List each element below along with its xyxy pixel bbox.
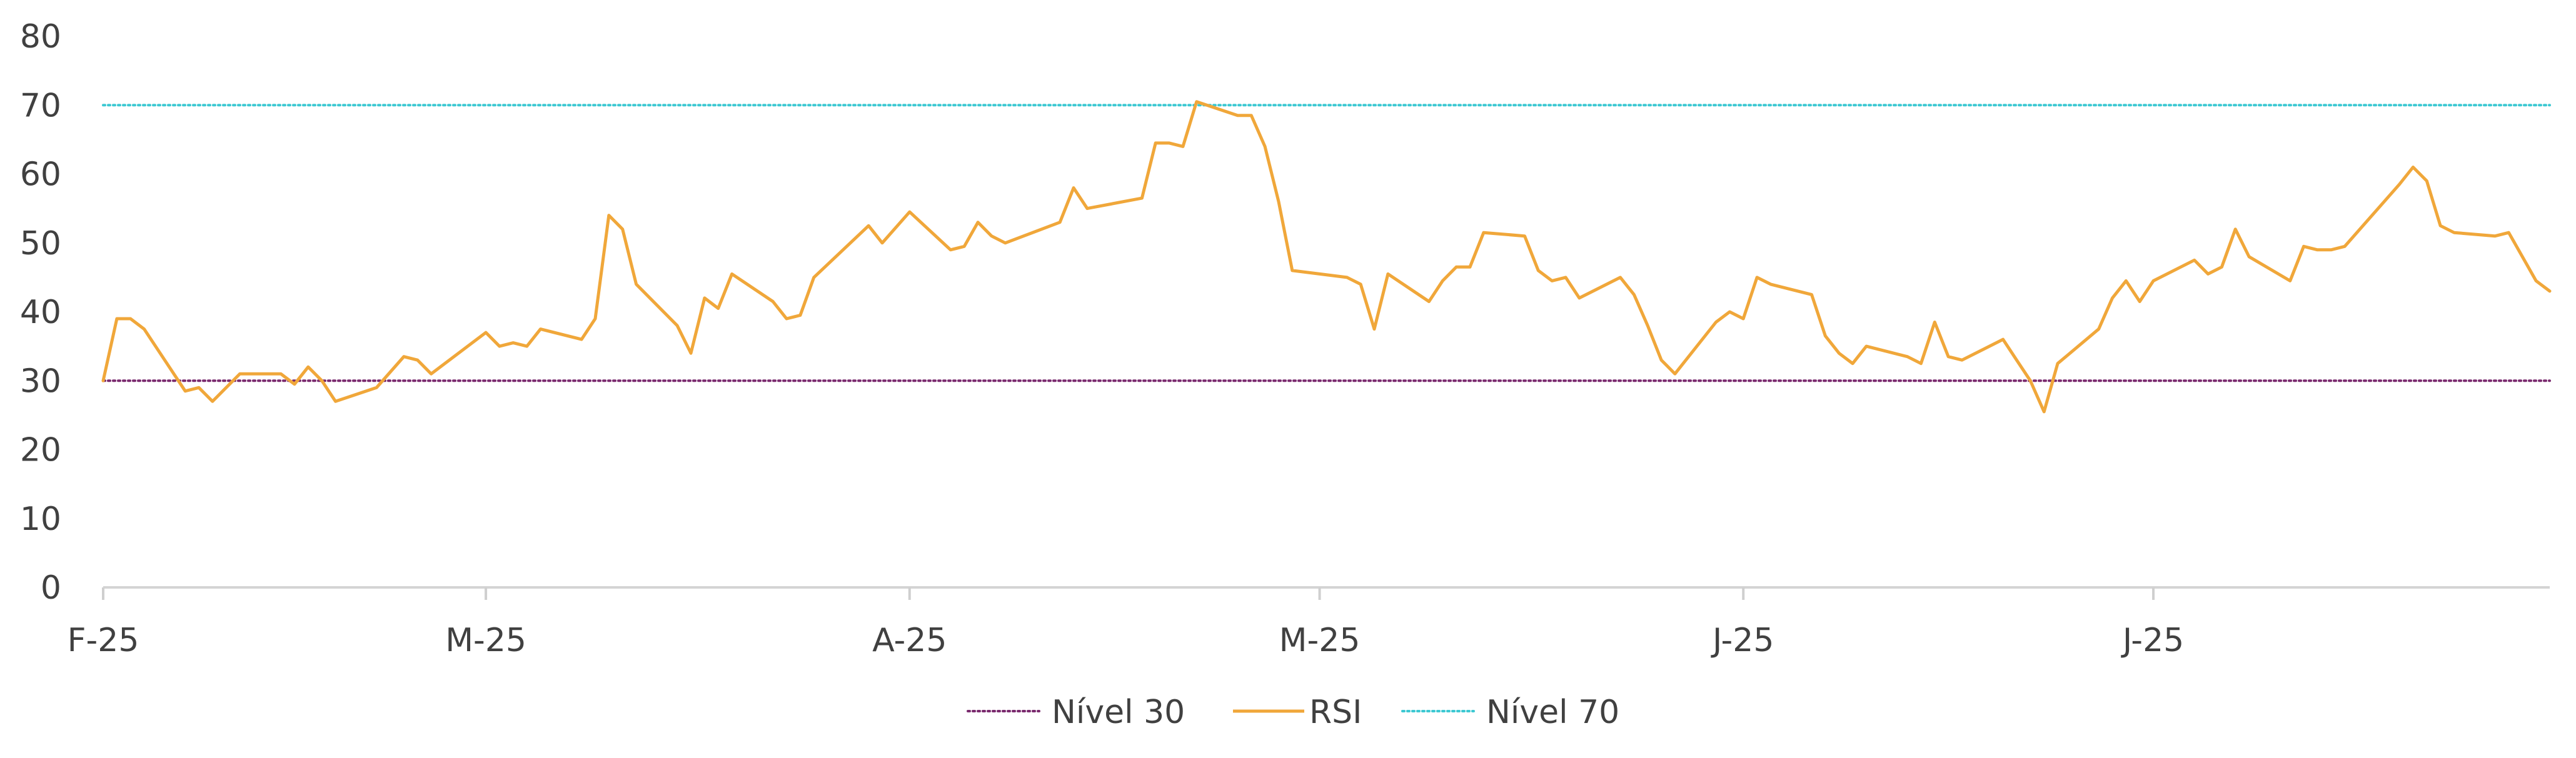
y-tick-label: 80 [20, 18, 61, 56]
legend-label: Nível 30 [1052, 694, 1185, 731]
y-tick-label: 30 [20, 362, 61, 400]
legend: Nível 30 RSI Nível 70 [967, 694, 1619, 731]
x-tick-label: J-25 [2121, 622, 2184, 659]
y-tick-label: 50 [20, 225, 61, 262]
x-tick-label: F-25 [68, 622, 139, 659]
x-axis: F-25 M-25 A-25 M-25 J-25 J-25 [68, 586, 2550, 659]
y-tick-label: 10 [20, 501, 61, 538]
y-tick-label: 0 [41, 569, 61, 607]
y-tick-label: 20 [20, 432, 61, 469]
y-axis-tick-labels: 0 10 20 30 40 50 60 70 80 [20, 18, 61, 607]
x-tick-label: J-25 [1711, 622, 1774, 659]
y-tick-label: 60 [20, 156, 61, 194]
x-tick-label: M-25 [1279, 622, 1361, 659]
y-tick-label: 70 [20, 87, 61, 124]
x-tick-label: A-25 [872, 622, 947, 659]
legend-label: RSI [1309, 694, 1362, 731]
x-tick-label: M-25 [445, 622, 526, 659]
rsi-series-line [101, 100, 2552, 414]
y-tick-label: 40 [20, 294, 61, 331]
legend-label: Nível 70 [1486, 694, 1619, 731]
series-layer [101, 100, 2552, 414]
